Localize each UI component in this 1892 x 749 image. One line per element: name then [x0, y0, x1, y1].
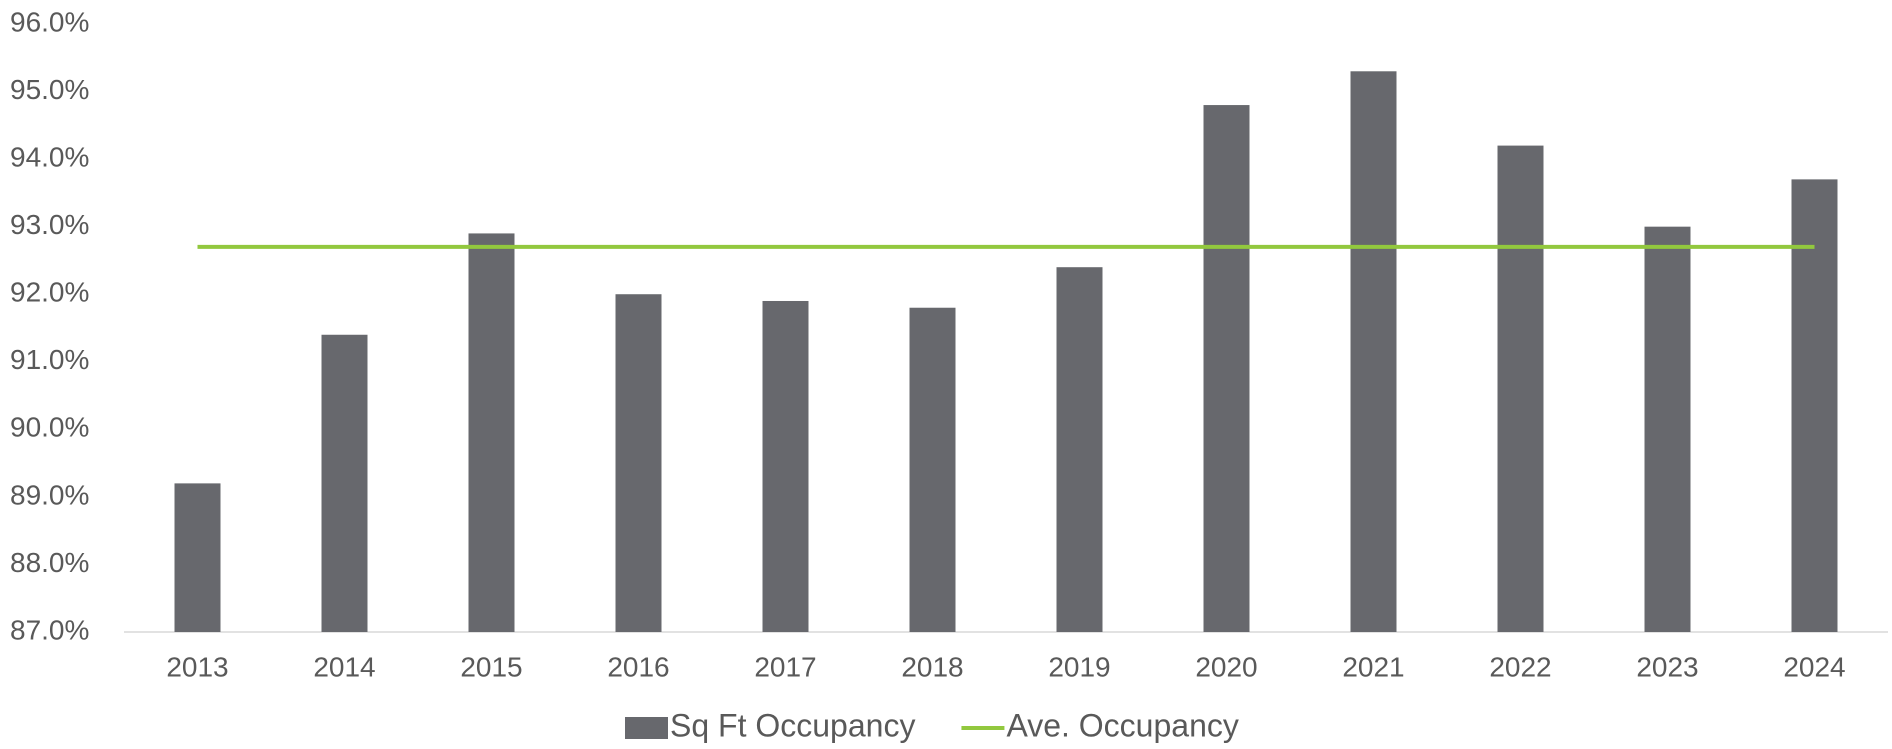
x-tick-label: 2022: [1489, 651, 1551, 682]
bar: [1203, 105, 1250, 633]
y-tick-label: 94.0%: [10, 142, 89, 173]
bar: [1350, 71, 1397, 633]
bar: [615, 294, 662, 632]
bar: [468, 233, 515, 632]
bar: [1791, 179, 1838, 632]
y-tick-label: 90.0%: [10, 412, 89, 443]
x-tick-label: 2015: [460, 651, 522, 682]
bar: [1497, 145, 1544, 632]
legend-label: Ave. Occupancy: [1006, 707, 1238, 743]
y-tick-label: 92.0%: [10, 277, 89, 308]
bar: [1644, 226, 1691, 632]
legend-swatch: [625, 717, 668, 739]
legend-label: Sq Ft Occupancy: [670, 707, 915, 743]
x-tick-label: 2018: [901, 651, 963, 682]
x-tick-label: 2021: [1342, 651, 1404, 682]
y-tick-label: 87.0%: [10, 614, 89, 645]
bar: [762, 300, 809, 632]
bar: [174, 483, 221, 632]
x-tick-label: 2017: [754, 651, 816, 682]
x-tick-label: 2024: [1783, 651, 1845, 682]
y-tick-label: 93.0%: [10, 209, 89, 240]
x-tick-label: 2013: [166, 651, 228, 682]
x-tick-label: 2019: [1048, 651, 1110, 682]
y-tick-label: 89.0%: [10, 479, 89, 510]
y-tick-label: 96.0%: [10, 6, 89, 37]
y-tick-label: 91.0%: [10, 344, 89, 375]
y-tick-label: 88.0%: [10, 547, 89, 578]
bar: [909, 307, 956, 632]
x-tick-label: 2020: [1195, 651, 1257, 682]
y-tick-label: 95.0%: [10, 74, 89, 105]
x-tick-label: 2014: [313, 651, 375, 682]
x-tick-label: 2023: [1636, 651, 1698, 682]
bar: [321, 334, 368, 632]
bar: [1056, 267, 1103, 632]
x-tick-label: 2016: [607, 651, 669, 682]
